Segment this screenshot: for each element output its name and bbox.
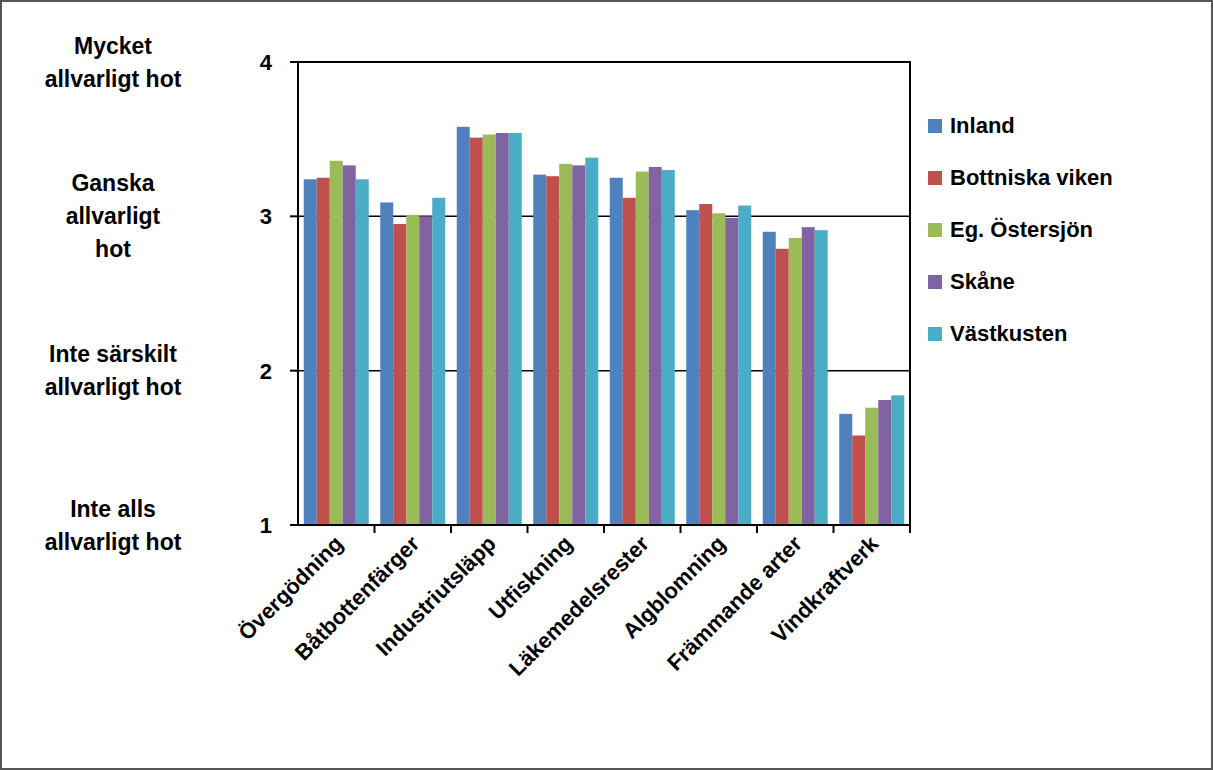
bar	[496, 133, 509, 525]
scale-label: allvarligt hot	[45, 529, 182, 555]
legend-swatch	[928, 223, 942, 237]
bar	[852, 435, 865, 525]
bar	[662, 170, 675, 525]
y-tick-label: 2	[260, 359, 272, 384]
bar	[738, 206, 751, 525]
tick-mark	[290, 524, 298, 526]
scale-label: Inte särskilt	[49, 341, 177, 367]
bar	[343, 165, 356, 525]
y-tick-label: 4	[260, 50, 273, 75]
scale-label: allvarligt hot	[45, 66, 182, 92]
x-tick	[450, 525, 452, 533]
chart: 1 2 3 4 Mycket allvarligt hot Ganska allvarligt…	[0, 0, 1213, 770]
legend-label: Bottniska viken	[950, 165, 1113, 190]
y-tick-label: 3	[260, 204, 272, 229]
legend-swatch	[928, 171, 942, 185]
bar	[789, 238, 802, 525]
bar	[572, 165, 585, 525]
legend-label: Skåne	[950, 269, 1015, 294]
bar	[891, 395, 904, 525]
bar	[636, 172, 649, 525]
x-tick	[527, 525, 529, 533]
x-tick	[374, 525, 376, 533]
legend-swatch	[928, 327, 942, 341]
x-tick	[756, 525, 758, 533]
bar	[649, 167, 662, 525]
bar	[406, 215, 419, 525]
bar	[839, 414, 852, 525]
bar	[470, 138, 483, 525]
bar	[878, 400, 891, 525]
bar	[533, 175, 546, 525]
bar	[380, 202, 393, 525]
legend-swatch	[928, 275, 942, 289]
bar	[699, 204, 712, 525]
x-tick-label: Läkemedelsrester	[504, 531, 654, 681]
border	[1, 1, 1212, 769]
bar	[865, 408, 878, 525]
bar	[623, 198, 636, 525]
bar	[815, 230, 828, 525]
scale-label: Ganska	[71, 170, 154, 196]
x-tick-label: Industriutsläpp	[371, 531, 501, 661]
legend-label: Inland	[950, 113, 1015, 138]
y-tick-label: 1	[260, 513, 272, 538]
bar	[393, 224, 406, 525]
legend-label: Västkusten	[950, 321, 1067, 346]
bar	[776, 249, 789, 525]
x-tick	[603, 525, 605, 533]
bar	[317, 178, 330, 525]
x-tick	[833, 525, 835, 533]
bar	[304, 179, 317, 525]
x-tick	[680, 525, 682, 533]
scale-label: Inte alls	[70, 496, 156, 522]
bar	[585, 158, 598, 525]
bar	[432, 198, 445, 525]
x-tick	[909, 525, 911, 533]
bars	[304, 127, 905, 525]
scale-label: hot	[95, 236, 131, 262]
bar	[546, 176, 559, 525]
bar	[330, 161, 343, 525]
tick-mark	[290, 370, 298, 372]
bar	[610, 178, 623, 525]
bar	[483, 135, 496, 525]
x-tick-label: Båtbottenfärger	[290, 531, 425, 666]
legend-label: Eg. Östersjön	[950, 217, 1093, 242]
bar	[419, 216, 432, 525]
scale-label: allvarligt	[66, 203, 161, 229]
plot-frame	[298, 62, 910, 525]
tick-mark	[290, 61, 298, 63]
x-tick-label: Vindkraftverk	[766, 530, 883, 647]
bar	[763, 232, 776, 525]
bar	[559, 164, 572, 525]
scale-label: Mycket	[74, 33, 152, 59]
x-tick-label: Främmande arter	[662, 531, 807, 676]
bar	[802, 227, 815, 525]
bar	[725, 218, 738, 525]
bar	[356, 179, 369, 525]
bar	[712, 213, 725, 525]
bar	[457, 127, 470, 525]
bar	[509, 133, 522, 525]
legend: Inland Bottniska viken Eg. Östersjön Skåne V…	[928, 113, 1113, 346]
bar	[686, 210, 699, 525]
tick-mark	[290, 215, 298, 217]
scale-label: allvarligt hot	[45, 374, 182, 400]
legend-swatch	[928, 119, 942, 133]
